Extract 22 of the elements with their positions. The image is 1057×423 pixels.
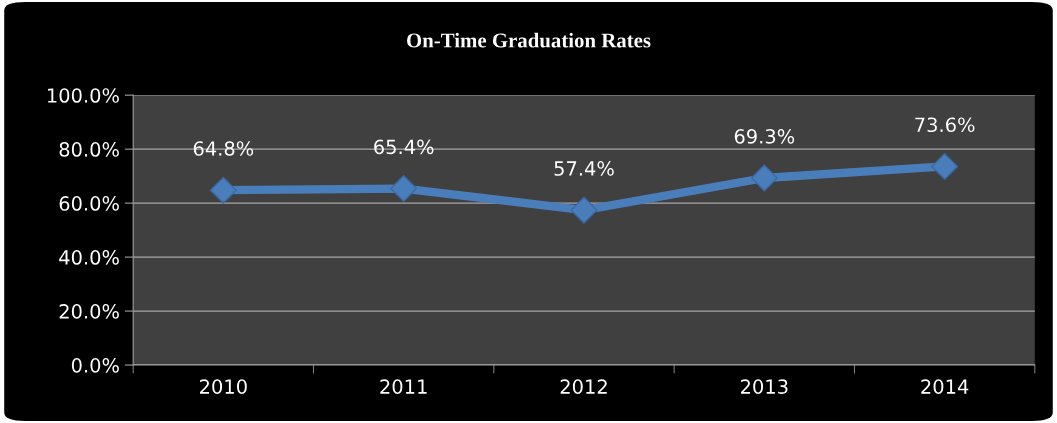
y-tick-label: 20.0% bbox=[59, 304, 119, 319]
data-label: 73.6% bbox=[915, 117, 975, 133]
y-tick-label: 0.0% bbox=[71, 358, 119, 373]
x-tick-label: 2013 bbox=[741, 379, 788, 394]
data-label: 64.8% bbox=[193, 141, 254, 156]
y-tick-label: 80.0% bbox=[59, 142, 119, 157]
x-tick-label: 2010 bbox=[200, 379, 247, 394]
point bbox=[209, 176, 237, 204]
x-tick-label: 2012 bbox=[560, 379, 607, 394]
point bbox=[931, 152, 959, 180]
y-tick-label: 60.0% bbox=[59, 196, 119, 211]
y-tick-label: 100.0% bbox=[47, 88, 119, 103]
point bbox=[750, 164, 778, 192]
point bbox=[390, 175, 418, 203]
point bbox=[570, 196, 598, 224]
data-label: 65.4% bbox=[374, 139, 434, 155]
x-tick-label: 2011 bbox=[380, 379, 427, 394]
y-tick-label: 40.0% bbox=[59, 250, 119, 265]
data-label: 57.4% bbox=[554, 161, 614, 176]
data-label: 69.3% bbox=[734, 129, 795, 144]
x-tick-label: 2014 bbox=[921, 379, 969, 394]
chart-title: On-Time Graduation Rates bbox=[407, 32, 651, 48]
